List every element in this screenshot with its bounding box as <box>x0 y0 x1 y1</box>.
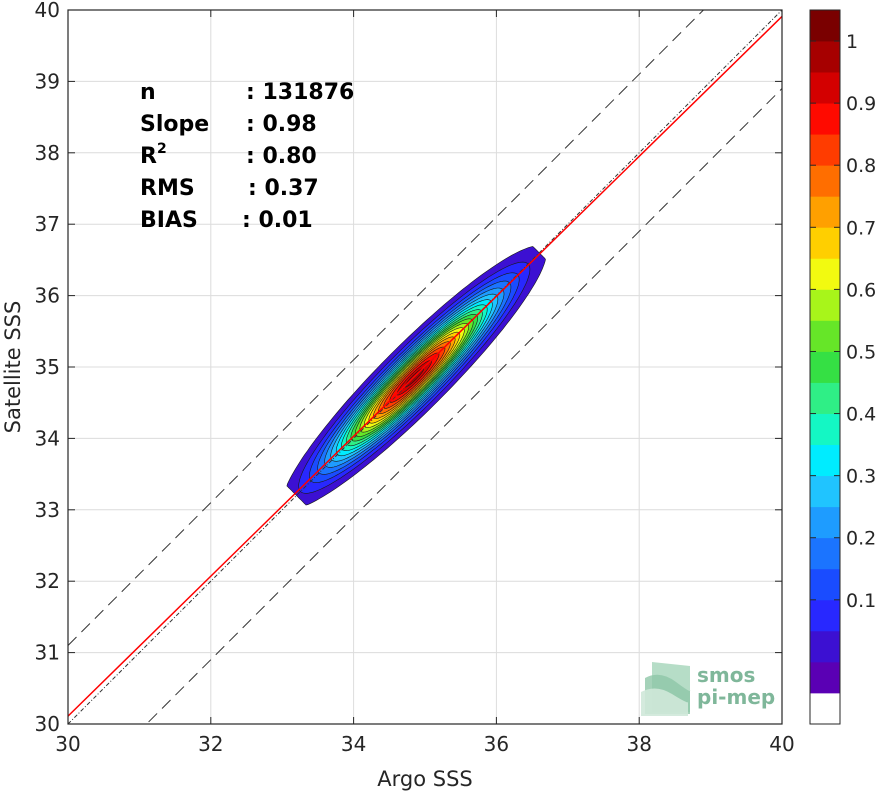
x-tick-label: 30 <box>55 732 80 756</box>
y-tick-label: 36 <box>35 284 60 308</box>
colorbar-segment <box>810 258 840 290</box>
stat-value: : 0.37 <box>248 176 319 201</box>
y-tick-label: 34 <box>35 426 60 450</box>
y-tick-label: 33 <box>35 498 60 522</box>
x-tick-label: 40 <box>769 732 794 756</box>
colorbar-segment <box>810 506 840 539</box>
stat-value: : 131876 <box>246 80 354 105</box>
stat-value: : 0.80 <box>246 144 317 169</box>
colorbar-segment <box>810 475 840 508</box>
x-axis-title: Argo SSS <box>377 767 472 791</box>
x-tick-label: 32 <box>198 732 223 756</box>
colorbar-segment <box>810 413 840 446</box>
lower-bound-line <box>145 88 782 724</box>
colorbar-segment <box>810 537 840 570</box>
y-tick-label: 39 <box>35 69 60 93</box>
stat-superscript: 2 <box>157 141 167 157</box>
colorbar-tick-label: 1 <box>846 31 858 53</box>
colorbar-segment <box>810 227 840 259</box>
colorbar-tick-label: 0.5 <box>846 341 876 363</box>
logo-line2: pi-mep <box>697 685 775 709</box>
colorbar-segment <box>810 103 840 135</box>
y-axis-title: Satellite SSS <box>1 301 25 434</box>
colorbar-segment <box>810 320 840 352</box>
stat-value: : 0.01 <box>242 208 313 233</box>
stat-label: R2 <box>140 141 167 169</box>
logo-mark-icon <box>641 662 691 716</box>
colorbar-segment <box>810 568 840 601</box>
colorbar-segment <box>810 289 840 321</box>
stat-value: : 0.98 <box>246 112 317 137</box>
stat-label: n <box>140 80 156 105</box>
colorbar-tick-label: 0.8 <box>846 155 876 177</box>
colorbar-segment <box>810 196 840 228</box>
stat-label: Slope <box>140 112 209 137</box>
x-tick-label: 34 <box>341 732 366 756</box>
colorbar-segment <box>810 10 840 42</box>
colorbar-tick-label: 0.2 <box>846 528 876 550</box>
stat-label: BIAS <box>140 208 198 233</box>
colorbar-tick-label: 0.3 <box>846 466 876 488</box>
fit-line <box>68 15 782 717</box>
y-tick-label: 32 <box>35 569 60 593</box>
y-axis: 30 31 32 33 34 35 36 37 38 39 40 <box>35 0 782 736</box>
y-tick-label: 37 <box>35 212 60 236</box>
stat-label: RMS <box>140 176 195 201</box>
colorbar-segment <box>810 630 840 663</box>
colorbar-segment <box>810 134 840 166</box>
colorbar-tick-label: 0.7 <box>846 217 876 239</box>
colorbar-tick-label: 0.4 <box>846 404 876 426</box>
colorbar-segment <box>810 72 840 104</box>
colorbar: 0.1 0.2 0.3 0.4 0.5 0.6 0.7 0.8 0.9 1 <box>809 9 876 725</box>
x-axis: 30 32 34 36 38 40 <box>55 10 795 756</box>
colorbar-segment <box>810 661 840 694</box>
colorbar-segment <box>810 444 840 477</box>
upper-bound-line <box>68 10 705 646</box>
colorbar-segment <box>810 351 840 383</box>
colorbar-segment <box>810 165 840 197</box>
colorbar-segment <box>810 692 840 725</box>
x-tick-label: 36 <box>484 732 509 756</box>
colorbar-segment <box>810 382 840 414</box>
y-tick-label: 38 <box>35 141 60 165</box>
colorbar-segment <box>810 41 840 73</box>
colorbar-segment <box>810 599 840 632</box>
y-tick-label: 35 <box>35 355 60 379</box>
y-tick-label: 31 <box>35 641 60 665</box>
smos-pi-mep-logo: smos pi-mep <box>641 662 775 716</box>
y-tick-label: 40 <box>35 0 60 22</box>
colorbar-tick-label: 0.1 <box>846 590 876 612</box>
colorbar-tick-label: 0.9 <box>846 93 876 115</box>
logo-line1: smos <box>697 663 755 687</box>
statistics-box: n : 131876 Slope : 0.98 R2 : 0.80 RMS : 0.37 BIA… <box>140 80 354 233</box>
colorbar-frame <box>809 9 841 725</box>
x-tick-label: 38 <box>626 732 651 756</box>
reference-lines <box>68 10 782 724</box>
colorbar-tick-label: 0.6 <box>846 279 876 301</box>
y-tick-label: 30 <box>35 712 60 736</box>
